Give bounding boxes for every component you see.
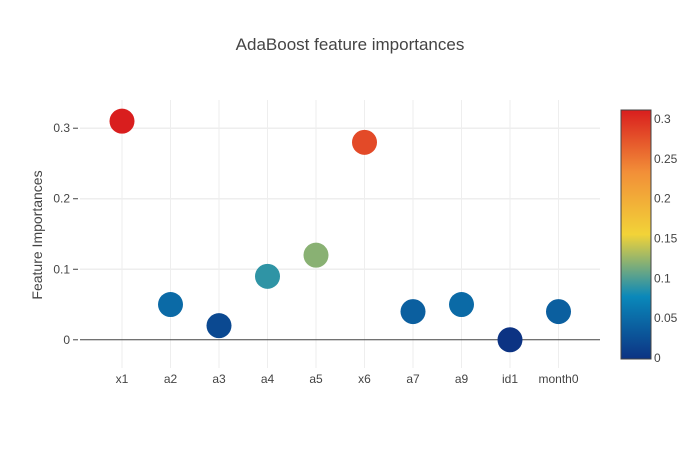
y-tick-label: 0 (63, 333, 70, 347)
x-tick-label: x1 (116, 372, 129, 386)
y-tick-label: 0.2 (53, 192, 70, 206)
chart-title: AdaBoost feature importances (236, 35, 465, 54)
x-tick-label: a9 (455, 372, 469, 386)
colorbar-tick-label: 0.2 (654, 192, 671, 206)
colorbar-ticks: 0 0.05 0.1 0.15 0.2 0.25 0.3 (654, 112, 678, 365)
data-point (303, 242, 329, 268)
data-points (109, 108, 571, 353)
colorbar-tick-label: 0.25 (654, 152, 678, 166)
colorbar-tick-label: 0.1 (654, 271, 671, 285)
data-point (352, 129, 377, 155)
data-point (255, 263, 280, 289)
data-point (158, 292, 183, 318)
colorbar-tick-label: 0.3 (654, 112, 671, 126)
data-point (400, 299, 426, 325)
data-point (497, 327, 523, 353)
colorbar: 0 0.05 0.1 0.15 0.2 0.25 0.3 (620, 109, 678, 365)
x-tick-label: x6 (358, 372, 371, 386)
x-tick-label: month0 (538, 372, 578, 386)
y-tick-label: 0.1 (53, 262, 70, 276)
y-axis-ticks: 0 0.1 0.2 0.3 (53, 121, 78, 347)
x-tick-label: a4 (261, 372, 275, 386)
x-tick-label: id1 (502, 372, 518, 386)
colorbar-tick-label: 0.15 (654, 231, 678, 245)
colorbar-tick-label: 0 (654, 351, 661, 365)
data-point (206, 313, 232, 339)
x-tick-label: a3 (212, 372, 226, 386)
data-point (449, 292, 474, 318)
data-point (546, 299, 571, 325)
y-tick-label: 0.3 (53, 121, 70, 135)
colorbar-gradient (620, 109, 652, 360)
x-tick-label: a7 (406, 372, 420, 386)
data-point (109, 108, 135, 134)
x-axis-ticks: x1 a2 a3 a4 a5 x6 a7 a9 id1 month0 (116, 372, 579, 386)
y-axis-title: Feature Importances (29, 170, 45, 299)
grid-layer (80, 100, 600, 368)
colorbar-tick-label: 0.05 (654, 311, 678, 325)
x-tick-label: a5 (309, 372, 323, 386)
x-tick-label: a2 (164, 372, 178, 386)
